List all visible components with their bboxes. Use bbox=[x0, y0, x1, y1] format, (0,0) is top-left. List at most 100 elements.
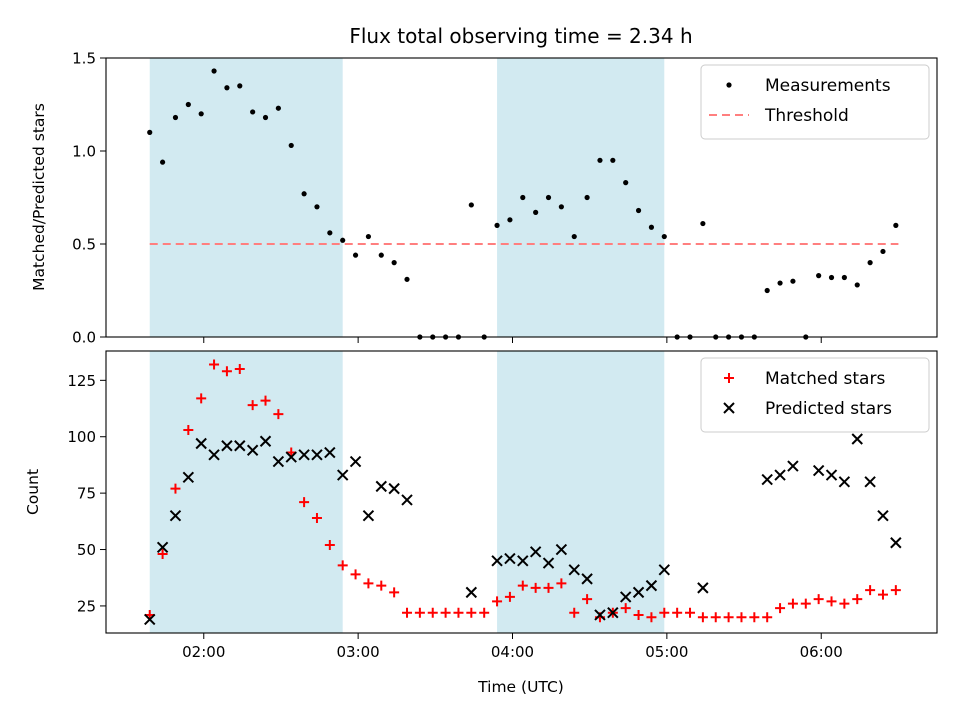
matched-star-point bbox=[800, 598, 811, 609]
measurement-point bbox=[172, 114, 179, 121]
measurement-point bbox=[571, 233, 577, 240]
measurement-point bbox=[700, 220, 706, 227]
matched-star-point bbox=[221, 366, 232, 377]
matched-star-point bbox=[492, 596, 503, 607]
predicted-star-point bbox=[285, 451, 297, 463]
x-tick-label: 02:00 bbox=[182, 643, 225, 661]
matched-star-point bbox=[350, 569, 361, 580]
measurement-point bbox=[391, 260, 397, 266]
x-tick-label: 06:00 bbox=[800, 643, 843, 661]
legend-label: Measurements bbox=[765, 76, 891, 96]
measurement-point bbox=[880, 248, 886, 255]
predicted-star-point bbox=[594, 609, 606, 621]
x-axis-label: Time (UTC) bbox=[477, 678, 564, 696]
matched-star-point bbox=[749, 612, 760, 623]
matched-star-point bbox=[633, 609, 644, 620]
matched-star-point bbox=[582, 594, 593, 605]
predicted-star-point bbox=[645, 579, 658, 592]
measurement-point bbox=[237, 83, 243, 89]
measurement-point bbox=[327, 230, 333, 236]
predicted-star-point bbox=[517, 555, 529, 567]
predicted-star-point bbox=[877, 509, 889, 522]
matched-star-point bbox=[273, 409, 284, 420]
matched-star-point bbox=[672, 607, 683, 618]
predicted-star-point bbox=[787, 460, 799, 472]
top-y-axis-label: Matched/Predicted stars bbox=[30, 103, 48, 291]
measurement-point bbox=[507, 217, 513, 223]
bottom-legend: Matched stars Predicted stars bbox=[700, 357, 930, 433]
measurement-point bbox=[545, 194, 552, 201]
matched-star-point bbox=[479, 607, 490, 618]
matched-star-point bbox=[183, 424, 194, 435]
predicted-star-point bbox=[234, 440, 246, 452]
measurement-point bbox=[764, 287, 770, 294]
legend-box bbox=[700, 64, 930, 140]
matched-star-point bbox=[762, 612, 773, 623]
measurement-point bbox=[275, 105, 281, 111]
top-plot-frame bbox=[105, 57, 938, 338]
bottom-plot-frame bbox=[105, 350, 938, 634]
predicted-star-point bbox=[298, 449, 310, 461]
matched-star-point bbox=[170, 483, 181, 494]
bottom-y-axis-label: Count bbox=[24, 469, 42, 515]
predicted-star-point bbox=[208, 449, 220, 461]
matched-star-point bbox=[569, 607, 580, 618]
measurement-point bbox=[854, 282, 860, 288]
x-tick-label: 03:00 bbox=[337, 643, 380, 661]
predicted-star-point bbox=[504, 552, 516, 565]
y-tick-label: 25 bbox=[77, 597, 96, 615]
matched-star-point bbox=[556, 578, 567, 589]
predicted-star-point bbox=[388, 482, 400, 495]
predicted-star-point bbox=[555, 543, 568, 556]
predicted-star-point bbox=[349, 455, 362, 468]
measurement-point bbox=[494, 222, 500, 228]
matched-star-point bbox=[311, 512, 322, 523]
legend-box bbox=[700, 357, 930, 433]
measurement-point bbox=[340, 237, 346, 243]
predicted-star-point bbox=[697, 582, 709, 594]
measurement-point bbox=[867, 260, 873, 266]
matched-star-point bbox=[414, 607, 425, 618]
matched-star-point bbox=[736, 612, 747, 623]
matched-star-point bbox=[402, 607, 413, 618]
predicted-star-point bbox=[864, 476, 876, 488]
measurement-point bbox=[623, 180, 629, 186]
matched-star-point bbox=[530, 582, 541, 593]
predicted-star-point bbox=[336, 469, 349, 481]
measurement-point bbox=[558, 204, 564, 210]
measurement-point bbox=[533, 209, 539, 215]
y-tick-label: 75 bbox=[77, 485, 96, 503]
matched-star-point bbox=[209, 359, 220, 370]
matched-star-point bbox=[659, 607, 670, 618]
matched-star-point bbox=[646, 612, 657, 623]
measurement-point bbox=[160, 159, 166, 165]
predicted-star-point bbox=[851, 433, 863, 445]
matched-star-point bbox=[826, 596, 837, 607]
matched-star-point bbox=[427, 607, 438, 618]
predicted-star-point bbox=[362, 509, 375, 522]
measurement-point bbox=[301, 191, 307, 197]
measurement-point bbox=[893, 222, 899, 228]
predicted-star-point bbox=[401, 494, 413, 506]
measurement-point bbox=[597, 157, 603, 163]
top-panel: 0.0 0.5 1.0 1.5 Measurements Threshold bbox=[72, 50, 938, 347]
measurement-point bbox=[211, 68, 217, 74]
predicted-star-point bbox=[825, 469, 838, 481]
predicted-star-point bbox=[812, 464, 825, 477]
predicted-star-point bbox=[311, 449, 323, 461]
predicted-star-point bbox=[619, 591, 632, 603]
predicted-star-point bbox=[568, 564, 580, 576]
top-legend: Measurements Threshold bbox=[700, 64, 930, 140]
matched-star-point bbox=[775, 603, 786, 614]
bottom-panel: 02:00 03:00 04:00 05:00 06:00 25 50 75 100 125 Ma… bbox=[67, 350, 938, 661]
measurement-point bbox=[790, 278, 796, 284]
measurement-point bbox=[378, 252, 384, 258]
matched-star-point bbox=[839, 598, 850, 609]
y-tick-label: 0.5 bbox=[72, 236, 96, 254]
measurement-point bbox=[635, 207, 642, 214]
measurement-point bbox=[288, 142, 294, 149]
measurement-point bbox=[147, 129, 153, 135]
matched-star-point bbox=[157, 549, 168, 560]
measurement-point bbox=[314, 204, 320, 210]
